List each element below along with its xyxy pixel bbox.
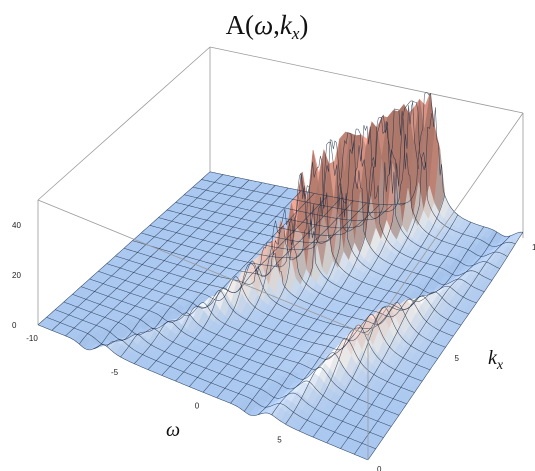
mesh-line-k xyxy=(149,155,469,315)
mesh-line-k xyxy=(106,263,431,371)
z-tick-label: 20 xyxy=(12,271,21,280)
mesh-line-k xyxy=(132,209,454,337)
mesh-line-omega xyxy=(175,198,341,382)
x-tick-label: -5 xyxy=(111,368,119,377)
mesh-line-k xyxy=(115,255,438,359)
mesh-line-k xyxy=(209,92,524,237)
axis-ticks: -10 -5 0 5 0 5 10 0 20 40 xyxy=(12,221,535,471)
mesh-line-k xyxy=(63,301,392,427)
bounding-box-edge xyxy=(37,199,369,336)
bounding-box-back xyxy=(37,46,524,325)
x-tick-label: 5 xyxy=(277,435,282,444)
bounding-box-edge xyxy=(209,46,524,114)
z-tick-label: 0 xyxy=(12,321,17,330)
bounding-box-edge xyxy=(37,46,211,201)
mesh-line-k xyxy=(46,316,376,450)
z-tick-label: 40 xyxy=(12,221,21,230)
x-axis-label: ω xyxy=(166,419,180,441)
mesh-line-k xyxy=(89,278,415,393)
mesh-line-k xyxy=(37,324,369,461)
mesh-line-omega xyxy=(189,200,354,387)
mesh-line-k xyxy=(72,294,400,416)
x-tick-label: -10 xyxy=(26,334,38,343)
mesh-line-k xyxy=(55,309,384,438)
mesh-line-k xyxy=(158,139,477,304)
mesh-line-k xyxy=(192,108,508,257)
x-tick-label: 0 xyxy=(195,402,200,411)
chart-title: A(ω,kx) xyxy=(226,10,309,43)
bounding-box-edge xyxy=(367,112,524,336)
bounding-box-front xyxy=(37,112,524,460)
mesh-line-k xyxy=(201,101,516,247)
mesh-line-k xyxy=(166,132,485,292)
surface-mesh xyxy=(37,92,524,461)
y-axis-label: kx xyxy=(488,347,504,373)
y-tick-label: 0 xyxy=(377,465,382,471)
mesh-line-k xyxy=(123,241,446,348)
mesh-line-k xyxy=(80,286,407,405)
mesh-line-k xyxy=(141,172,462,326)
y-tick-label: 5 xyxy=(455,354,460,363)
mesh-line-k xyxy=(175,125,493,281)
mesh-line-k xyxy=(184,117,500,269)
y-tick-label: 10 xyxy=(532,243,535,252)
